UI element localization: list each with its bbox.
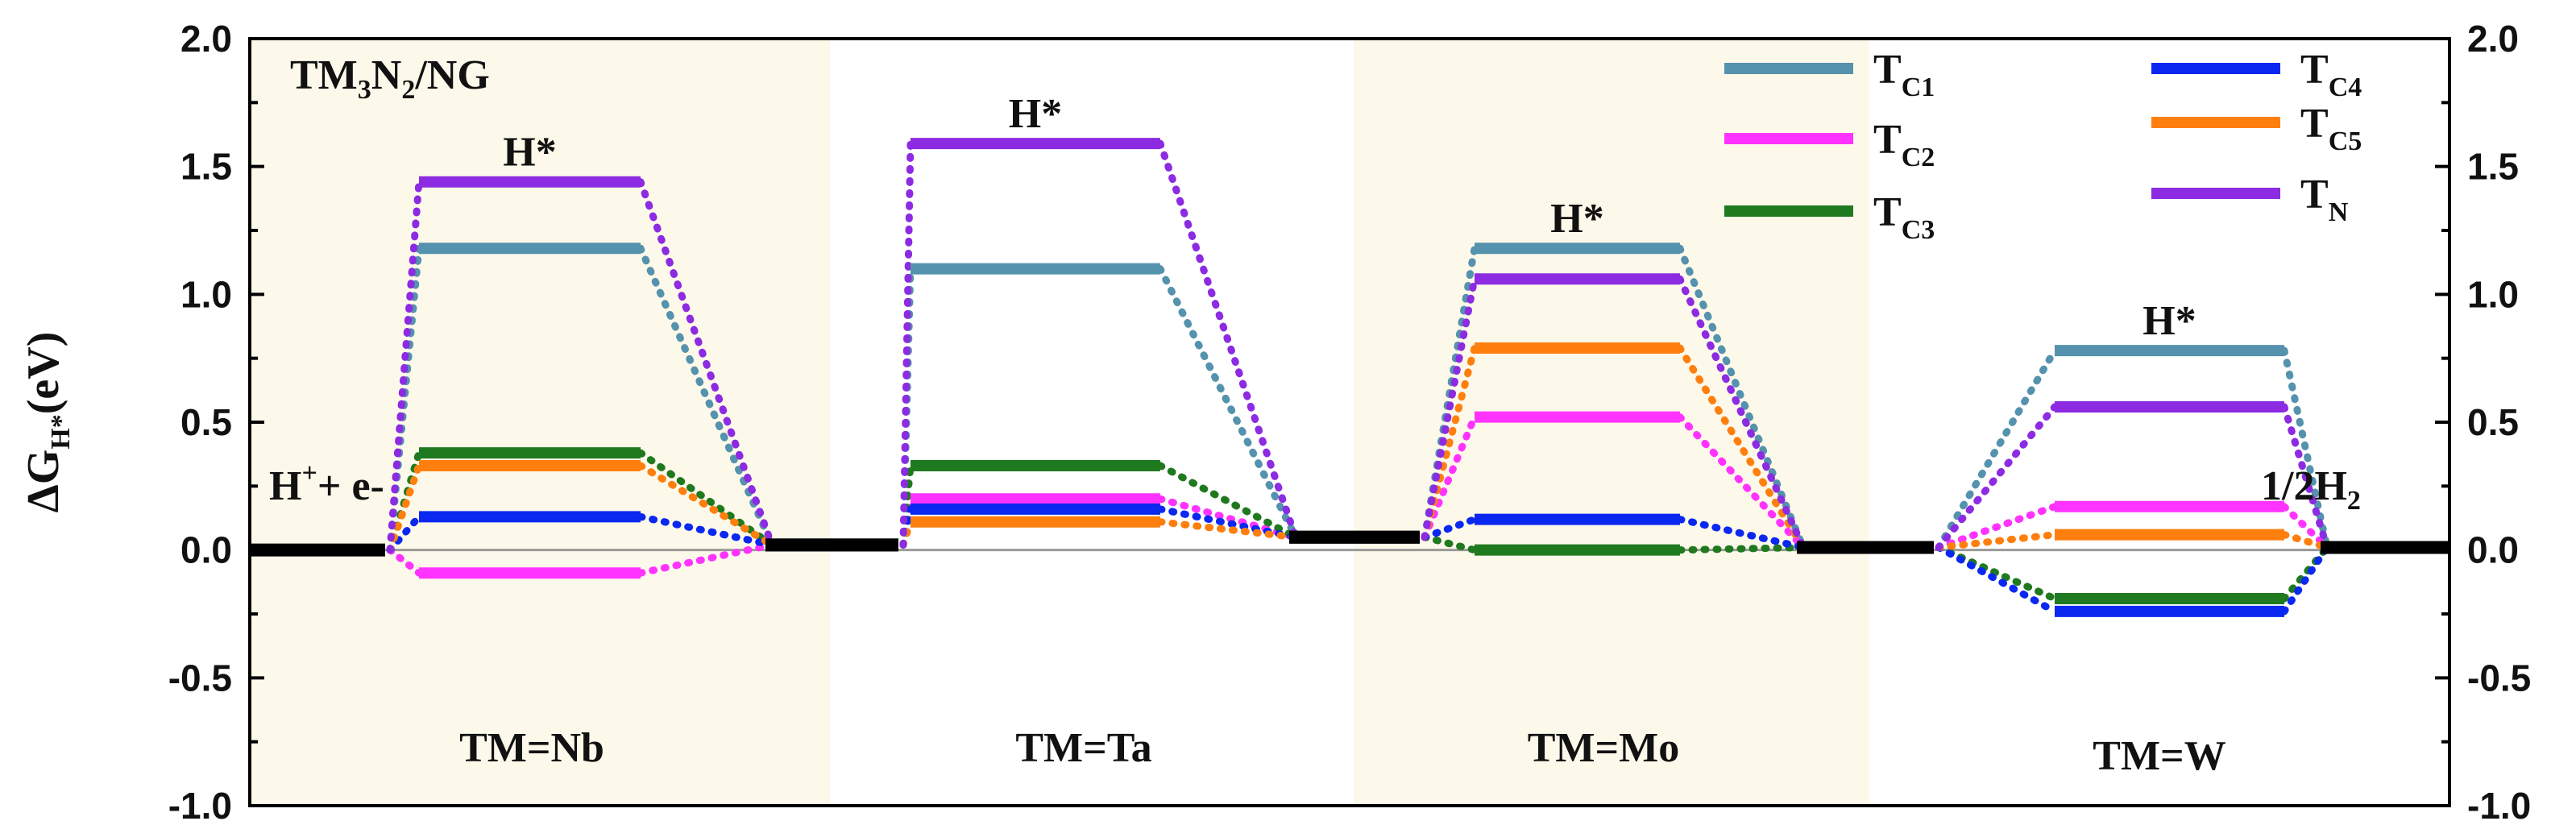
connector-TC1 [2280,346,2331,551]
connector-TN [1156,139,1300,541]
y-tick-label-left: 1.5 [180,146,232,188]
connector-TC2 [1421,413,1479,541]
panel-title: TM3N2/NG [290,52,490,105]
energy-levels [250,138,2449,617]
connector-TC1 [637,244,776,549]
connector-TC5 [386,462,423,554]
connector-TC4 [2280,543,2331,616]
connector-TC5 [2280,531,2331,551]
connector-TC1 [1156,265,1300,541]
connector-TC4 [1935,543,2059,616]
connector-TN [2280,403,2331,551]
connector-TC3 [1421,533,1479,554]
legend-label-TC3: TC3 [1873,189,1935,245]
y-tick-label-right: -1.0 [2467,785,2531,821]
connector-TC4 [1421,516,1479,541]
connector-TC4 [1676,516,1807,551]
panel-label: TM=Nb [459,725,604,771]
connector-TC5 [1935,531,2059,551]
y-tick-label-right: 2.0 [2467,18,2519,60]
y-tick-label-right: -0.5 [2467,657,2531,699]
panel-label: TM=Mo [1528,725,1679,771]
y-tick-label-right: 0.0 [2467,529,2519,571]
intermediate-labels: H* H* H* H* [503,91,2196,344]
connector-TC3 [1676,543,1807,554]
connector-TN [637,178,776,549]
panel-label: TM=W [2093,733,2225,779]
legend-label-TC4: TC4 [2300,47,2362,102]
legend-label-TN: TN [2300,172,2349,227]
axes: 2.0 2.0 1.5 1.5 1.0 1.0 0.5 0.5 0.0 0.0 -0.5 -0.5 -1… [168,18,2532,821]
connector-TC2 [637,541,776,577]
connector-TC3 [2280,543,2331,603]
y-tick-label-left: -1.0 [168,785,232,821]
legend-label-TC2: TC2 [1873,117,1935,172]
connector-TC2 [1935,503,2059,551]
connector-TC2 [1676,413,1807,551]
y-tick-label-right: 1.5 [2467,146,2519,188]
connector-TC1 [1935,346,2059,551]
y-tick-label-left: 1.0 [180,273,232,315]
y-tick-label-right: 1.0 [2467,273,2519,315]
connector-TC2 [1156,495,1300,541]
connector-TC3 [637,449,776,549]
y-tick-label-right: 0.5 [2467,401,2519,443]
connector-TC3 [1935,543,2059,603]
y-tick-label-left: -0.5 [168,657,232,699]
connector-TC5 [1421,344,1479,541]
connector-TC4 [386,512,423,554]
legend-label-TC5: TC5 [2300,101,2362,156]
intermediate-label: H* [503,130,556,176]
connector-TN [1676,275,1807,551]
connector-lines [386,139,2331,616]
legend-label-TC1: TC1 [1873,47,1935,102]
final-state-label: 1/2H2 [2261,463,2361,516]
panel-labels: TM=Nb TM=Ta TM=Mo TM=W [459,725,2226,779]
intermediate-label: H* [1550,196,1603,242]
connector-TC5 [1156,518,1300,541]
connector-TC3 [1156,462,1300,541]
connector-TC4 [1156,505,1300,541]
connector-TC5 [637,462,776,549]
panel-shade [250,39,830,806]
y-axis-label: ΔGH*(eV) [19,332,76,513]
connector-TN [386,178,423,554]
connector-TN [1421,275,1479,541]
initial-state-label: H++ e- [269,458,384,509]
intermediate-label: H* [2143,298,2196,344]
connector-TC4 [899,505,915,549]
y-tick-label-left: 2.0 [180,18,232,60]
y-tick-label-left: 0.5 [180,401,232,443]
y-tick-label-left: 0.0 [180,529,232,571]
connector-TC4 [637,512,776,549]
connector-TC2 [2280,503,2331,551]
intermediate-label: H* [1009,91,1062,137]
panel-label: TM=Ta [1015,725,1151,771]
connector-TC5 [1676,344,1807,551]
